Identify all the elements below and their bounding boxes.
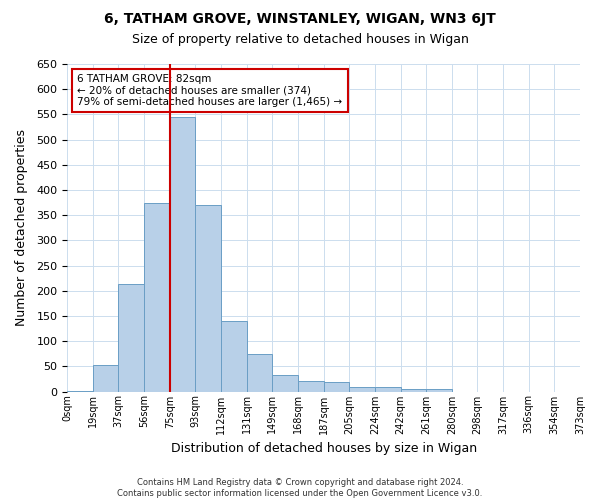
Text: 6 TATHAM GROVE: 82sqm
← 20% of detached houses are smaller (374)
79% of semi-det: 6 TATHAM GROVE: 82sqm ← 20% of detached … (77, 74, 343, 107)
Bar (298, 382, 323, 392)
X-axis label: Distribution of detached houses by size in Wigan: Distribution of detached houses by size … (170, 442, 476, 455)
Bar (426, 389, 452, 392)
Bar (375, 388, 401, 392)
Bar (221, 321, 247, 392)
Text: 6, TATHAM GROVE, WINSTANLEY, WIGAN, WN3 6JT: 6, TATHAM GROVE, WINSTANLEY, WIGAN, WN3 … (104, 12, 496, 26)
Bar (93, 366, 118, 392)
Bar (247, 354, 272, 392)
Y-axis label: Number of detached properties: Number of detached properties (15, 130, 28, 326)
Bar (349, 388, 375, 392)
Bar (67, 390, 93, 392)
Bar (170, 117, 196, 392)
Bar (144, 202, 170, 392)
Bar (272, 375, 298, 392)
Text: Contains HM Land Registry data © Crown copyright and database right 2024.
Contai: Contains HM Land Registry data © Crown c… (118, 478, 482, 498)
Bar (118, 284, 144, 392)
Bar (196, 205, 221, 392)
Bar (401, 389, 426, 392)
Text: Size of property relative to detached houses in Wigan: Size of property relative to detached ho… (131, 32, 469, 46)
Bar (323, 382, 349, 392)
